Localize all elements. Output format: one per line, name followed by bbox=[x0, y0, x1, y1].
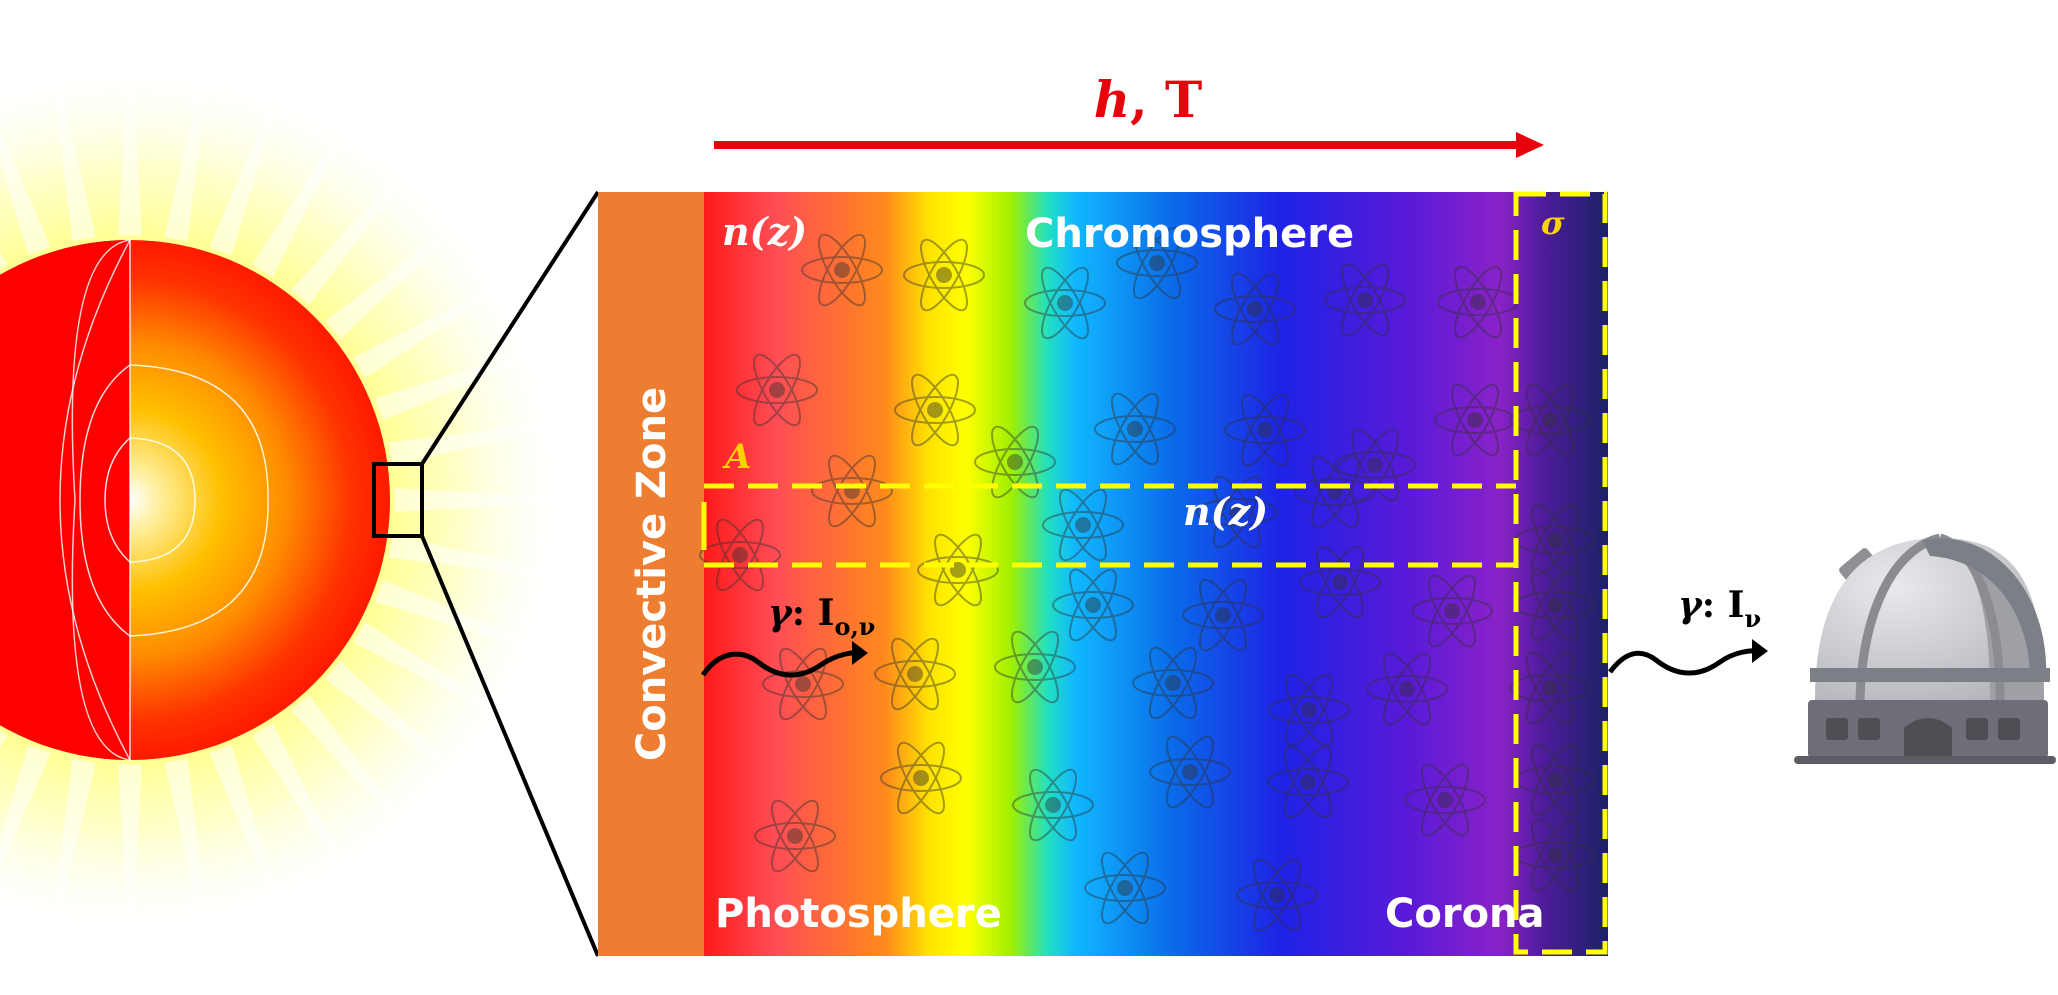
area-column bbox=[701, 483, 1516, 568]
convective-zone-label: Convective Zone bbox=[629, 387, 675, 761]
photon-wave-icon bbox=[1608, 639, 1768, 676]
photon-out-I: I bbox=[1728, 584, 1745, 626]
cross-section-label: σ bbox=[1541, 204, 1565, 242]
photon-in-label: γ: Io,ν bbox=[768, 592, 875, 641]
photon-out-subscript: ν bbox=[1744, 604, 1761, 633]
observatory-icon bbox=[1794, 533, 2056, 764]
area-label: A bbox=[722, 437, 751, 477]
zoom-lines bbox=[420, 190, 600, 957]
photon-out-colon: : bbox=[1702, 584, 1728, 626]
cross-section-box bbox=[1513, 191, 1608, 955]
convective-zone bbox=[598, 192, 704, 956]
density-top-label: n(z) bbox=[722, 209, 807, 254]
corona-label: Corona bbox=[1385, 891, 1545, 937]
density-column-label: n(z) bbox=[1183, 489, 1268, 534]
height-temperature-arrow bbox=[714, 132, 1544, 158]
photon-out-label: γ: Iν bbox=[1678, 584, 1761, 633]
arrow-label-sep: , bbox=[1130, 70, 1165, 129]
photon-in-I: I bbox=[818, 592, 835, 634]
photon-in-subscript: o,ν bbox=[834, 612, 875, 641]
photosphere-label: Photosphere bbox=[715, 891, 1002, 937]
photon-in-colon: : bbox=[792, 592, 818, 634]
sun-icon bbox=[0, 239, 424, 761]
arrow-label: h, T bbox=[1094, 70, 1202, 129]
chromosphere-label: Chromosphere bbox=[1025, 211, 1354, 257]
photon-wave-icon bbox=[700, 641, 868, 678]
photon-in-gamma: γ bbox=[768, 592, 794, 634]
arrow-label-T: T bbox=[1165, 70, 1202, 129]
arrow-label-h: h bbox=[1094, 70, 1130, 129]
zoom-region-box bbox=[372, 462, 424, 538]
photon-out-gamma: γ bbox=[1678, 584, 1704, 626]
